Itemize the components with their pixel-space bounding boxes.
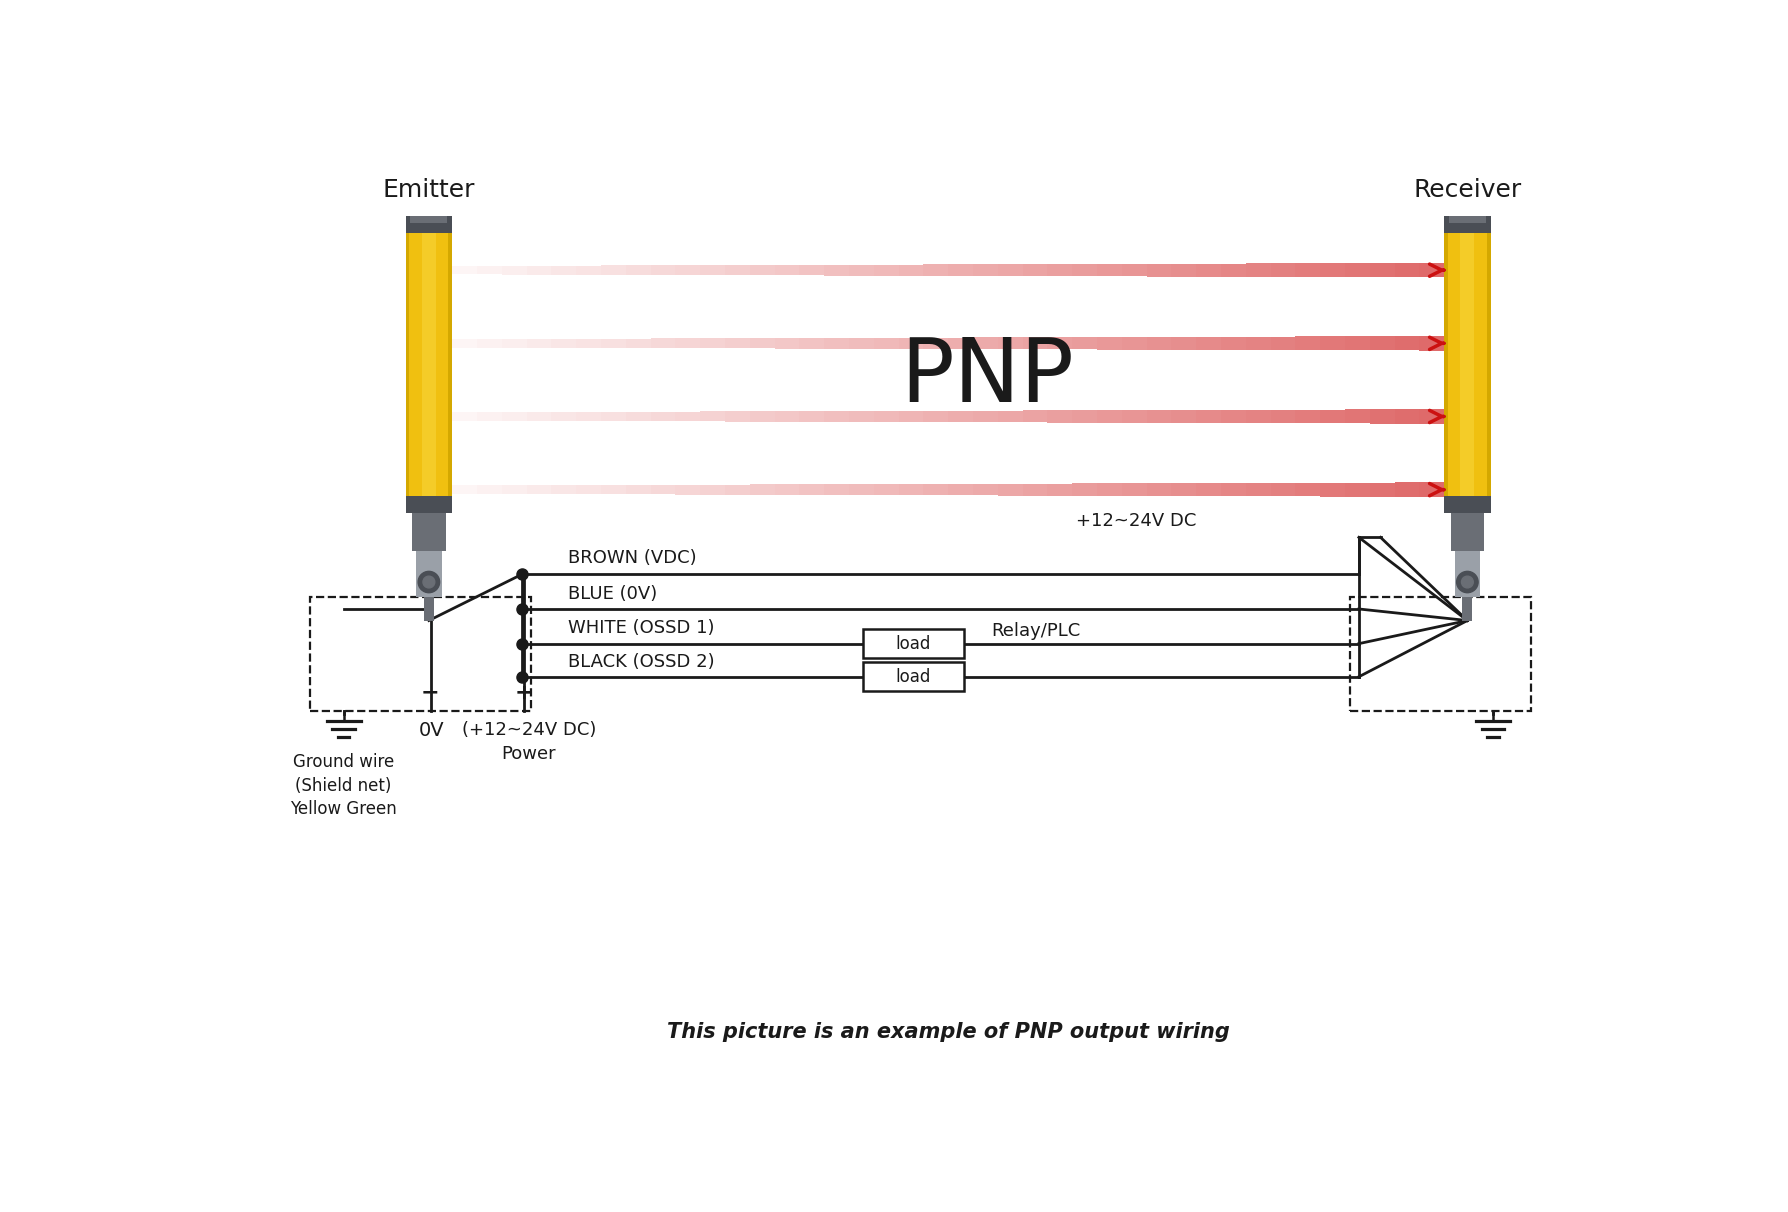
Bar: [1445, 216, 1491, 233]
Bar: [406, 216, 452, 233]
Circle shape: [418, 571, 440, 593]
Bar: [417, 551, 442, 598]
Text: load: load: [896, 668, 932, 686]
Bar: [1461, 216, 1475, 513]
Bar: [1350, 598, 1531, 710]
Text: Relay/PLC: Relay/PLC: [991, 622, 1080, 640]
Text: WHITE (OSSD 1): WHITE (OSSD 1): [569, 619, 715, 638]
Bar: [1463, 598, 1473, 621]
Text: This picture is an example of PNP output wiring: This picture is an example of PNP output…: [667, 1023, 1230, 1042]
Bar: [406, 216, 452, 513]
Bar: [1448, 216, 1486, 223]
Text: BLACK (OSSD 2): BLACK (OSSD 2): [569, 652, 715, 670]
Circle shape: [1457, 571, 1479, 593]
Text: PNP: PNP: [899, 335, 1075, 422]
Bar: [311, 598, 531, 710]
Bar: [1445, 216, 1448, 513]
Text: +: +: [515, 682, 533, 703]
Text: (+12~24V DC)
Power: (+12~24V DC) Power: [461, 721, 595, 764]
Circle shape: [424, 576, 434, 588]
Bar: [1445, 216, 1491, 513]
Text: Ground wire
(Shield net)
Yellow Green: Ground wire (Shield net) Yellow Green: [290, 753, 397, 818]
Text: BLUE (0V): BLUE (0V): [569, 585, 658, 602]
Text: Emitter: Emitter: [383, 178, 476, 202]
Bar: [1450, 513, 1484, 551]
Text: 0V: 0V: [418, 721, 443, 741]
Bar: [422, 216, 436, 513]
Bar: [409, 216, 447, 223]
Bar: [1445, 496, 1491, 513]
Bar: [424, 598, 434, 621]
Bar: [864, 629, 964, 658]
Text: BROWN (VDC): BROWN (VDC): [569, 549, 697, 567]
Bar: [1455, 551, 1480, 598]
Bar: [413, 513, 445, 551]
Text: load: load: [896, 635, 932, 652]
Bar: [864, 662, 964, 691]
Bar: [406, 216, 409, 513]
Bar: [449, 216, 452, 513]
Bar: [1488, 216, 1491, 513]
Text: +12~24V DC: +12~24V DC: [1076, 511, 1196, 530]
Text: −: −: [420, 682, 440, 703]
Circle shape: [1461, 576, 1473, 588]
Text: Receiver: Receiver: [1413, 178, 1522, 202]
Bar: [406, 496, 452, 513]
